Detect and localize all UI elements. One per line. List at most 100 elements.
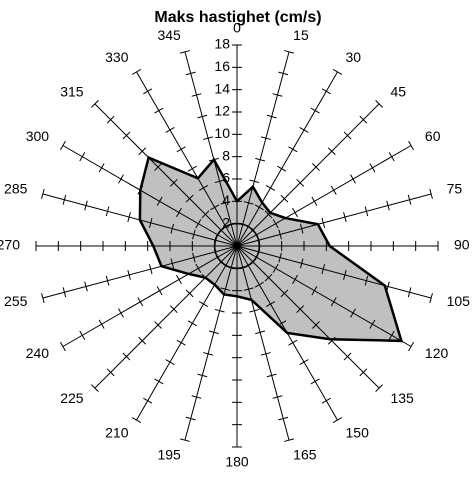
tick-mark	[321, 264, 326, 275]
direction-label: 90	[454, 237, 470, 253]
direction-label: 225	[60, 390, 84, 406]
tick-mark	[299, 258, 304, 269]
direction-label: 15	[293, 27, 309, 43]
tick-mark	[288, 146, 298, 153]
tick-mark	[272, 395, 283, 399]
tick-mark	[249, 179, 260, 184]
tick-mark	[272, 93, 283, 97]
spoke	[94, 245, 238, 389]
direction-label: 0	[233, 20, 241, 36]
tick-mark	[84, 281, 88, 292]
spoke	[62, 145, 238, 247]
r-tick-label: 18	[214, 36, 230, 52]
tick-mark	[143, 88, 153, 95]
tick-mark	[343, 131, 352, 140]
tick-mark	[260, 352, 271, 356]
tick-mark	[127, 212, 131, 223]
tick-mark	[90, 384, 99, 393]
r-tick-label: 6	[222, 170, 230, 186]
tick-mark	[185, 416, 196, 421]
tick-mark	[296, 305, 305, 314]
tick-mark	[299, 359, 309, 365]
r-tick-label: 14	[214, 80, 230, 96]
tick-mark	[41, 293, 45, 303]
grid-circle	[213, 222, 261, 270]
direction-label: 105	[447, 293, 471, 309]
tick-mark	[201, 273, 210, 282]
tick-mark	[369, 163, 376, 173]
direction-label: 195	[157, 446, 181, 462]
tick-mark	[208, 157, 219, 162]
tick-mark	[343, 352, 352, 361]
tick-mark	[170, 223, 175, 234]
tick-mark	[343, 269, 347, 280]
tick-mark	[249, 308, 260, 313]
tick-mark	[369, 319, 376, 329]
tick-mark	[296, 178, 305, 187]
tick-mark	[266, 114, 277, 119]
tick-mark	[330, 297, 337, 307]
tick-mark	[180, 50, 190, 54]
tick-mark	[180, 438, 190, 442]
tick-mark	[154, 107, 164, 114]
tick-mark	[79, 330, 86, 340]
tick-mark	[292, 274, 298, 285]
tick-mark	[185, 194, 194, 203]
tick-mark	[266, 373, 277, 378]
tick-mark	[312, 321, 320, 329]
tick-mark	[265, 185, 276, 191]
spoke	[184, 245, 238, 441]
tick-mark	[106, 368, 115, 377]
tick-mark	[195, 263, 202, 273]
tick-mark	[138, 336, 147, 345]
tick-mark	[197, 114, 208, 119]
tick-mark	[156, 196, 163, 206]
spoke	[236, 245, 290, 441]
spoke	[236, 245, 432, 299]
tick-mark	[79, 152, 86, 162]
tick-mark	[154, 378, 164, 385]
tick-mark	[59, 140, 66, 151]
tick-mark	[386, 281, 390, 292]
r-tick-label: 4	[222, 192, 230, 208]
tick-mark	[311, 286, 318, 296]
tick-mark	[220, 287, 231, 291]
r-tick-label: 16	[214, 58, 230, 74]
tick-mark	[264, 273, 273, 282]
tick-mark	[292, 207, 298, 218]
tick-mark	[105, 206, 110, 217]
spoke	[236, 103, 380, 247]
tick-mark	[278, 416, 289, 421]
tick-mark	[327, 336, 336, 345]
tick-mark	[284, 438, 294, 442]
tick-mark	[277, 165, 287, 172]
tick-mark	[148, 217, 153, 228]
tick-mark	[106, 115, 115, 124]
tick-mark	[310, 107, 320, 114]
direction-label: 300	[26, 128, 50, 144]
spoke	[236, 245, 412, 347]
tick-mark	[176, 207, 182, 218]
direction-label: 210	[105, 425, 129, 441]
data-area	[138, 155, 404, 343]
tick-mark	[386, 200, 390, 211]
tick-mark	[407, 194, 412, 205]
tick-mark	[201, 210, 210, 219]
tick-mark	[154, 321, 162, 329]
tick-mark	[191, 395, 202, 399]
spoke	[42, 193, 238, 247]
tick-mark	[278, 71, 289, 76]
direction-label: 150	[346, 425, 370, 441]
tick-mark	[198, 301, 209, 307]
tick-mark	[350, 174, 356, 184]
tick-mark	[170, 258, 175, 269]
spoke	[236, 245, 338, 421]
spoke	[136, 71, 238, 247]
tick-mark	[118, 308, 124, 318]
tick-mark	[165, 359, 175, 365]
tick-mark	[185, 71, 196, 76]
tick-mark	[191, 93, 202, 97]
tick-mark	[255, 157, 266, 162]
tick-mark	[41, 189, 45, 199]
